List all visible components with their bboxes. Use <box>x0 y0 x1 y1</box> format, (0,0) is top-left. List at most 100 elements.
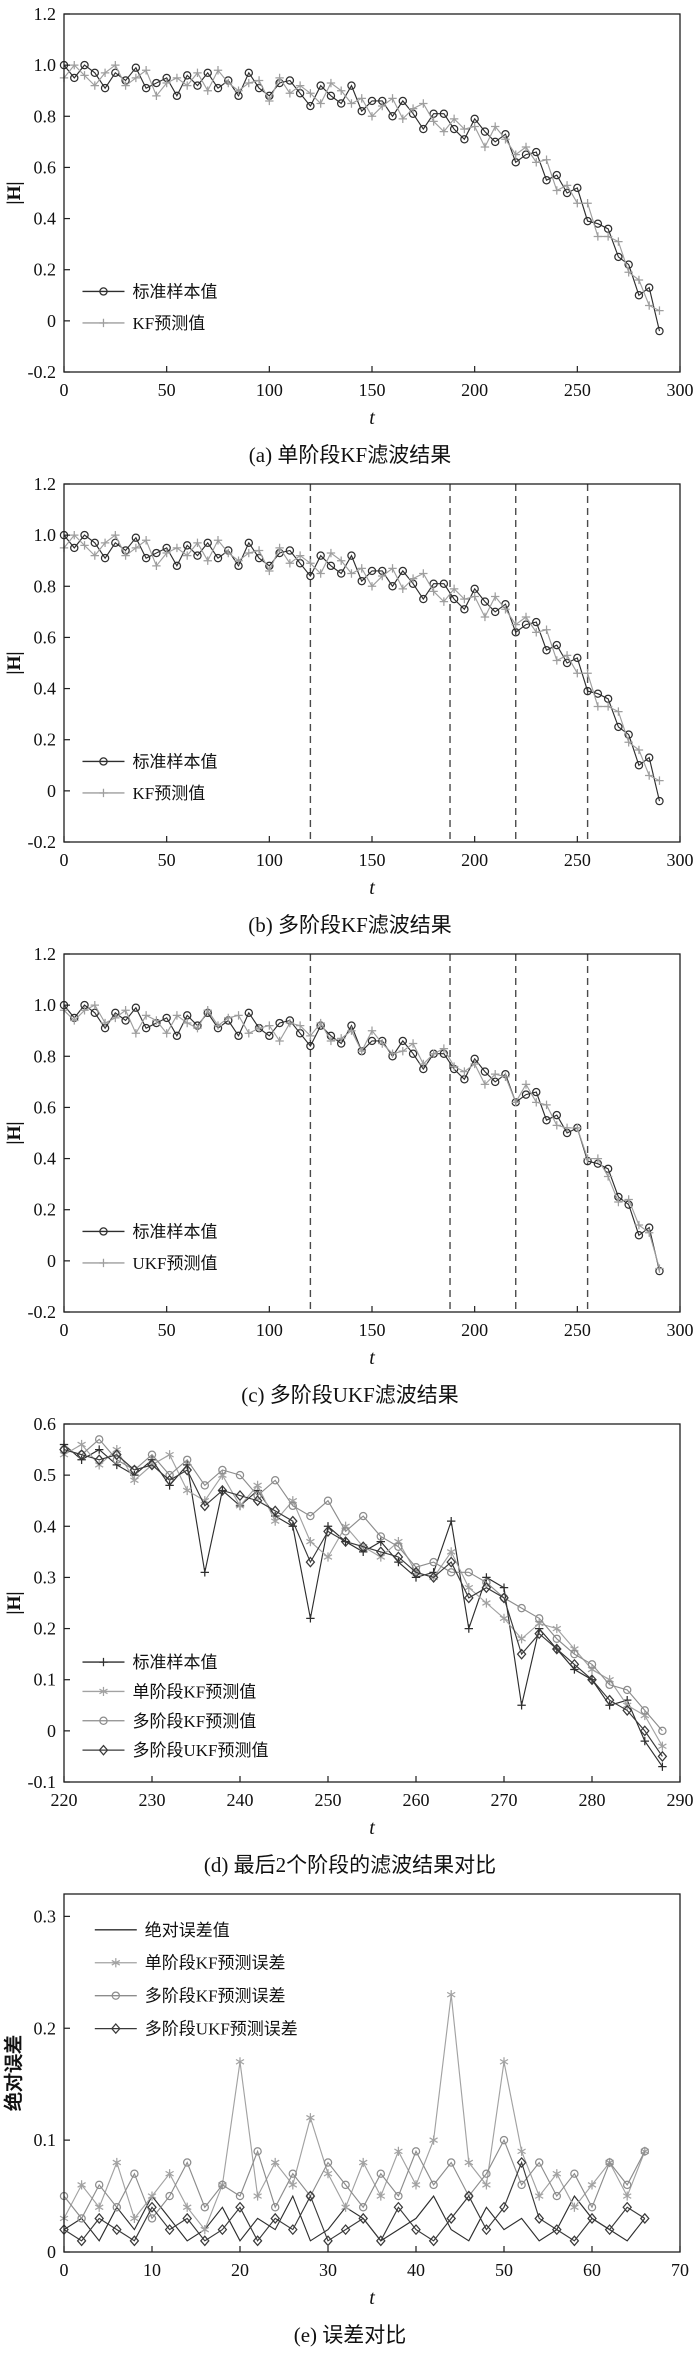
y-tick-label: 1.0 <box>34 55 57 75</box>
chart-c-plot: 0 50 100 150 200 250 300-0.200.20.40.60.81.01.… <box>4 944 694 1369</box>
legend-label: 多阶段KF预测误差 <box>145 1987 286 2006</box>
chart-block-e: 0 10 20 30 40 50 60 70 0 0.1 0.2 0.3 t 绝对误差 绝对误差值 单阶段KF… <box>0 1882 700 2352</box>
chart-block-b: 0 50 100 150 200 250 300 -0.2 0 0.2 0.4 0.6 0.8 1.0 1.… <box>0 472 700 942</box>
y-axis-label: |H| <box>4 1591 25 1614</box>
series-3 <box>59 2156 650 2247</box>
axes: 220 230 240 250 260 270 280 290 -0.1 0 0.1 0.2 0.3 0.… <box>4 1414 694 1839</box>
stage-boundaries <box>309 954 589 1312</box>
x-tick-label: 0 <box>60 380 69 400</box>
y-tick-label: -0.2 <box>28 1302 57 1322</box>
chart-block-c: 0 50 100 150 200 250 300 -0.2 0 0.2 0.4 0.6 0.8 1.0 1.… <box>0 942 700 1412</box>
x-tick-label: 300 <box>667 380 694 400</box>
x-tick-label: 50 <box>495 2260 513 2280</box>
x-tick-label: 230 <box>139 1790 166 1810</box>
legend-label: 标准样本值 <box>132 1222 217 1241</box>
x-tick-label: 250 <box>564 850 591 870</box>
series-1 <box>59 1990 650 2235</box>
legend-label: 多阶段UKF预测误差 <box>145 2020 298 2039</box>
x-tick-label: 290 <box>667 1790 694 1810</box>
series-2 <box>59 1435 667 1736</box>
y-tick-label: 0.1 <box>34 2130 57 2150</box>
x-tick-label: 250 <box>564 380 591 400</box>
y-tick-label: 0.3 <box>34 1906 57 1926</box>
x-tick-label: 10 <box>143 2260 161 2280</box>
y-tick-label: 0.8 <box>34 106 57 126</box>
x-axis-label: t <box>369 2287 375 2309</box>
chart-d-plot: 220 230 240 250 260 270 280 290 -0.1 0 0.1 0.2 0.3 0.… <box>4 1414 694 1839</box>
x-tick-label: 300 <box>667 1320 694 1340</box>
x-tick-label: 200 <box>461 850 488 870</box>
y-tick-label: -0.2 <box>28 832 57 852</box>
y-tick-label: 0.4 <box>34 1149 57 1169</box>
x-tick-label: 300 <box>667 850 694 870</box>
legend-label: 多阶段KF预测值 <box>132 1712 256 1731</box>
x-tick-label: 60 <box>583 2260 601 2280</box>
legend-label: 单阶段KF预测值 <box>132 1682 256 1701</box>
x-tick-label: 100 <box>256 1320 283 1340</box>
y-tick-label: 1.0 <box>34 525 57 545</box>
x-tick-label: 30 <box>319 2260 337 2280</box>
x-tick-label: 50 <box>158 1320 176 1340</box>
x-tick-label: 0 <box>60 850 69 870</box>
y-tick-label: 0.5 <box>34 1465 57 1485</box>
chart-e-caption: (e) 误差对比 <box>293 2323 407 2347</box>
x-tick-label: 150 <box>359 1320 386 1340</box>
x-tick-label: 0 <box>60 2260 69 2280</box>
x-tick-label: 260 <box>403 1790 430 1810</box>
y-tick-label: 0.2 <box>34 2018 57 2038</box>
x-tick-label: 250 <box>564 1320 591 1340</box>
legend-label: 多阶段UKF预测值 <box>132 1741 268 1760</box>
series-1 <box>59 530 664 785</box>
legend-label: 标准样本值 <box>132 1653 217 1672</box>
y-tick-label: -0.2 <box>28 362 57 382</box>
series-0 <box>59 60 664 336</box>
x-axis-label: t <box>369 877 375 899</box>
chart-e-plot: 0 10 20 30 40 50 60 70 0 0.1 0.2 0.3 t 绝对误差 绝对误差值单阶段KF… <box>2 1893 689 2309</box>
y-tick-label: 1.2 <box>34 474 57 494</box>
legend-label: 绝对误差值 <box>145 1921 230 1940</box>
y-axis-label: |H| <box>4 1121 25 1144</box>
y-tick-label: 1.2 <box>34 944 57 964</box>
x-axis-label: t <box>369 1817 375 1839</box>
x-tick-label: 280 <box>579 1790 606 1810</box>
y-tick-label: 0.2 <box>34 730 57 750</box>
x-tick-label: 100 <box>256 850 283 870</box>
chart-block-a: 0 50 100 150 200 250 300 -0.2 0 0.2 0.4 0.6 0.8 1.0 1.… <box>0 2 700 472</box>
x-tick-label: 50 <box>158 850 176 870</box>
y-tick-label: 0 <box>47 781 56 801</box>
series-3 <box>59 1444 668 1762</box>
x-tick-label: 150 <box>359 850 386 870</box>
y-tick-label: 0.6 <box>34 1097 57 1117</box>
y-tick-label: 0.4 <box>34 679 57 699</box>
x-tick-label: 20 <box>231 2260 249 2280</box>
x-tick-label: 200 <box>461 1320 488 1340</box>
y-tick-label: 0.1 <box>34 1670 57 1690</box>
x-axis-label: t <box>369 1347 375 1369</box>
x-tick-label: 0 <box>60 1320 69 1340</box>
x-tick-label: 50 <box>158 380 176 400</box>
x-tick-label: 70 <box>671 2260 689 2280</box>
y-axis-label: 绝对误差 <box>2 2035 25 2111</box>
chart-d-caption: (d) 最后2个阶段的滤波结果对比 <box>203 1853 497 1877</box>
legend-label: KF预测值 <box>132 784 205 803</box>
y-tick-label: 0.4 <box>34 1516 57 1536</box>
y-tick-label: 1.2 <box>34 4 57 24</box>
x-tick-label: 100 <box>256 380 283 400</box>
x-tick-label: 40 <box>407 2260 425 2280</box>
x-tick-label: 270 <box>491 1790 518 1810</box>
y-tick-label: 0.8 <box>34 576 57 596</box>
y-tick-label: 0.3 <box>34 1567 57 1587</box>
chart-block-d: 220 230 240 250 260 270 280 290 -0.1 0 0.1 0.2 0.3 0.… <box>0 1412 700 1882</box>
legend-label: KF预测值 <box>132 314 205 333</box>
y-tick-label: 0 <box>47 2242 56 2262</box>
y-tick-label: 0.2 <box>34 1619 57 1639</box>
series-1 <box>59 1439 667 1751</box>
legend: 标准样本值 KF预测值 <box>82 282 217 333</box>
x-tick-label: 240 <box>227 1790 254 1810</box>
y-tick-label: 0.6 <box>34 1414 57 1434</box>
x-axis-label: t <box>369 407 375 429</box>
y-tick-label: -0.1 <box>28 1772 57 1792</box>
